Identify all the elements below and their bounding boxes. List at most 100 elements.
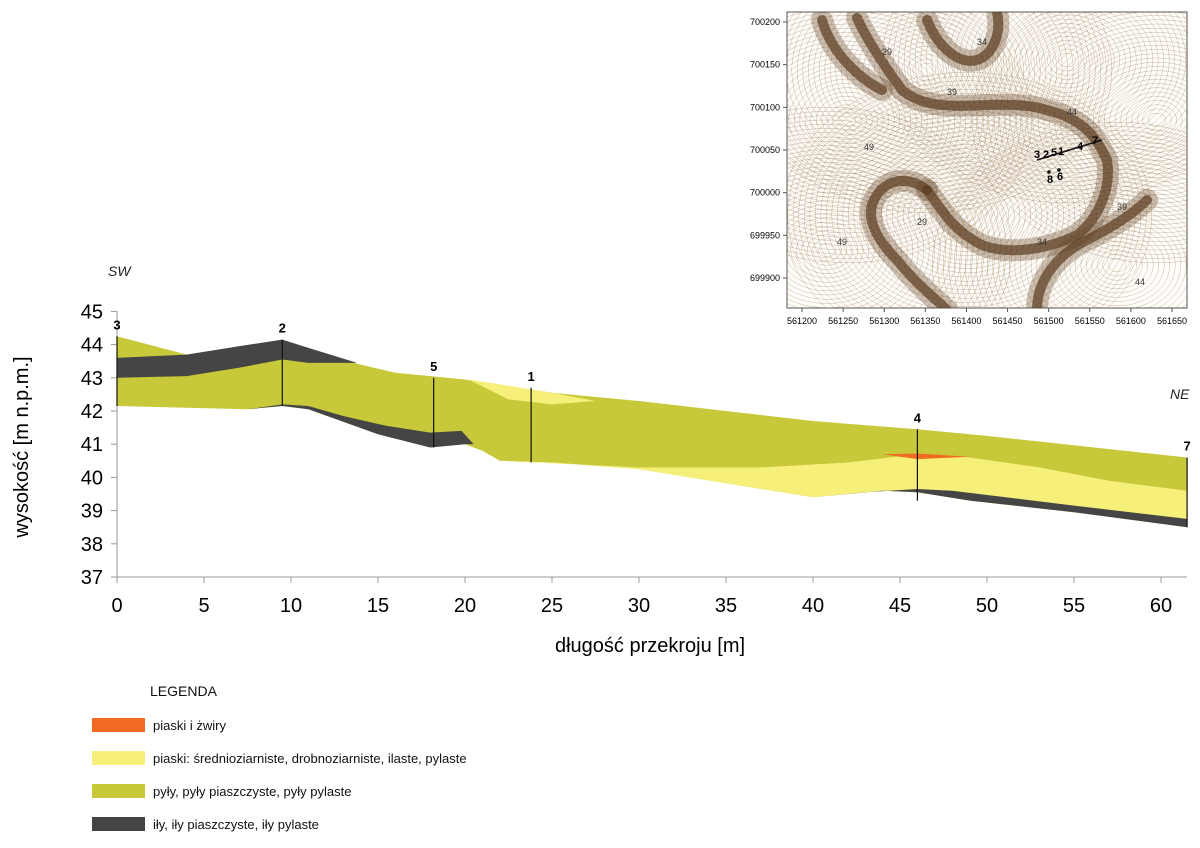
legend-title: LEGENDA <box>150 683 217 699</box>
layer-sand-lens <box>468 379 596 405</box>
map-borehole-label: 2 <box>1043 149 1049 161</box>
layer-clay-lower <box>247 404 474 448</box>
y-tick-label: 40 <box>81 467 103 489</box>
borehole-1: 1 <box>528 369 535 463</box>
borehole-5: 5 <box>430 359 437 448</box>
map-borehole-label: 1 <box>1058 146 1064 158</box>
borehole-label: 1 <box>528 369 535 384</box>
map-borehole-label: 3 <box>1034 149 1040 161</box>
map-borehole-label: 4 <box>1077 141 1084 153</box>
y-tick-label: 39 <box>81 501 103 523</box>
borehole-label: 4 <box>914 410 922 425</box>
x-tick-label: 50 <box>976 595 998 617</box>
legend-swatch <box>92 751 145 765</box>
y-tick-label: 38 <box>81 534 103 556</box>
y-tick-label: 42 <box>81 401 103 423</box>
legend-item-silt: pyły, pyły piaszczyste, pyły pylaste <box>92 782 467 800</box>
layer-clay-top <box>117 339 358 378</box>
section-trace <box>1036 139 1103 161</box>
boreholes: 3 2 5 1 4 7 <box>113 317 1191 528</box>
y-tick-label: 45 <box>81 301 103 323</box>
layer-clay-base <box>813 489 1188 528</box>
map-x-tick-label: 561200 <box>787 316 817 326</box>
map-x-tick-label: 561450 <box>993 316 1023 326</box>
layer-gravel <box>882 453 970 460</box>
map-x-tick-label: 561650 <box>1157 316 1187 326</box>
map-y-tick-label: 700100 <box>750 102 780 112</box>
legend-label: piaski i żwiry <box>153 717 226 733</box>
map-x-tick-label: 561600 <box>1116 316 1146 326</box>
map-borehole-label: 6 <box>1057 171 1063 183</box>
y-axis-title: wysokość [m n.p.m.] <box>11 356 33 538</box>
legend-item-clay: iły, iły piaszczyste, iły pylaste <box>92 815 467 833</box>
map-x-tick-label: 561350 <box>910 316 940 326</box>
legend-label: iły, iły piaszczyste, iły pylaste <box>153 816 319 832</box>
contour-label: 49 <box>837 237 847 247</box>
x-tick-label: 30 <box>628 595 650 617</box>
borehole-label: 7 <box>1183 438 1190 453</box>
x-tick-label: 40 <box>802 595 824 617</box>
legend: LEGENDA piaski i żwiry piaski: średniozi… <box>92 683 467 848</box>
borehole-4: 4 <box>914 410 922 501</box>
map-borehole-point <box>1047 170 1051 174</box>
x-tick-label: 25 <box>541 595 563 617</box>
layer-fills <box>117 336 1188 528</box>
x-tick-label: 35 <box>715 595 737 617</box>
legend-item-sand: piaski: średnioziarniste, drobnoziarnist… <box>92 749 467 767</box>
contour-label: 49 <box>864 142 874 152</box>
y-tick-label: 43 <box>81 368 103 390</box>
map-y-tick-label: 699900 <box>750 273 780 283</box>
x-tick-label: 15 <box>367 595 389 617</box>
y-tick-label: 44 <box>81 335 103 357</box>
map-borehole-label: 5 <box>1051 147 1057 159</box>
borehole-7: 7 <box>1183 438 1191 528</box>
x-tick-label: 0 <box>111 595 122 617</box>
legend-swatch <box>92 718 145 732</box>
map-x-tick-label: 561500 <box>1034 316 1064 326</box>
map-x-tick-label: 561300 <box>869 316 899 326</box>
map-y-tick-label: 700200 <box>750 17 780 27</box>
legend-swatch <box>92 817 145 831</box>
borehole-label: 2 <box>279 321 286 336</box>
contour-label: 44 <box>1135 277 1145 287</box>
map-x-tick-label: 561550 <box>1075 316 1105 326</box>
x-tick-label: 20 <box>454 595 476 617</box>
y-tick-label: 41 <box>81 434 103 456</box>
legend-label: pyły, pyły piaszczyste, pyły pylaste <box>153 783 352 799</box>
layer-sand <box>499 454 1188 528</box>
map-x-tick-label: 561400 <box>951 316 981 326</box>
map-borehole-label: 7 <box>1092 135 1098 147</box>
inset-map: 29 34 39 44 49 29 34 39 44 49 3 2 5 1 4 7 8 6 561200 561250… <box>750 11 1188 326</box>
borehole-label: 3 <box>113 317 120 332</box>
map-y-tick-label: 700050 <box>750 145 780 155</box>
map-x-tick-label: 561250 <box>828 316 858 326</box>
map-y-tick-label: 699950 <box>750 230 780 240</box>
x-tick-label: 55 <box>1063 595 1085 617</box>
contour-label: 29 <box>882 47 892 57</box>
borehole-2: 2 <box>279 321 286 407</box>
map-y-tick-label: 700150 <box>750 60 780 70</box>
legend-label: piaski: średnioziarniste, drobnoziarnist… <box>153 750 467 766</box>
map-borehole-point <box>1057 168 1061 172</box>
map-borehole-label: 8 <box>1047 174 1053 186</box>
legend-swatch <box>92 784 145 798</box>
axes: 0 5 10 15 20 25 30 35 40 45 50 55 604544434241403938… <box>81 301 1188 617</box>
contour-label: 39 <box>1117 202 1127 212</box>
x-tick-label: 10 <box>280 595 302 617</box>
map-y-tick-label: 700000 <box>750 188 780 198</box>
x-axis-title: długość przekroju [m] <box>555 635 745 657</box>
orientation-sw: SW <box>108 263 131 279</box>
borehole-label: 5 <box>430 359 437 374</box>
x-tick-label: 45 <box>889 595 911 617</box>
legend-item-gravel: piaski i żwiry <box>92 716 467 734</box>
x-tick-label: 60 <box>1150 595 1172 617</box>
orientation-ne: NE <box>1170 386 1190 402</box>
borehole-3: 3 <box>113 317 121 407</box>
contour-label: 39 <box>947 87 957 97</box>
y-tick-label: 37 <box>81 567 103 589</box>
contour-label: 34 <box>977 37 987 47</box>
contour-label: 44 <box>1067 107 1077 117</box>
contour-label: 34 <box>1037 237 1047 247</box>
